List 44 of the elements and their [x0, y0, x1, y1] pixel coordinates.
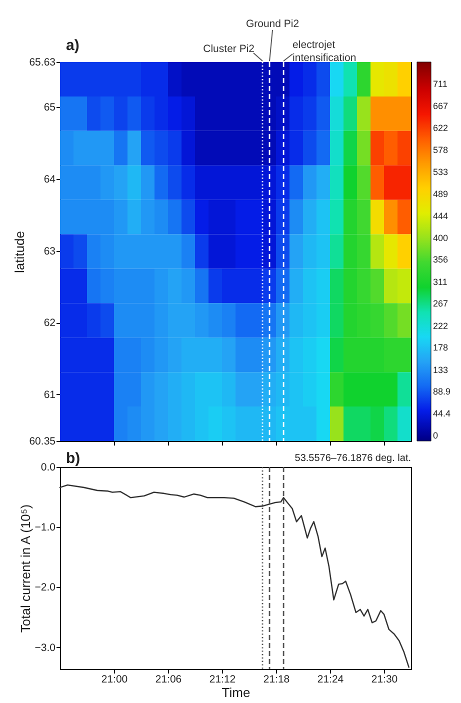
x-tick-label: 21:30: [371, 674, 398, 686]
x-tick-label: 21:00: [101, 674, 128, 686]
x-tick-label: 21:12: [209, 674, 236, 686]
y-tick-label: 65.63: [29, 56, 56, 68]
color-bar-label: 267: [433, 298, 448, 309]
color-bar-label: 444: [433, 211, 448, 222]
color-bar-label: 222: [433, 320, 448, 331]
color-bar-label: 400: [433, 232, 448, 243]
color-bar-label: 711: [433, 79, 448, 90]
chart-title: b): [66, 450, 80, 467]
color-bar-label: 44.4: [433, 408, 451, 419]
x-axis-title: Time: [222, 685, 250, 700]
y-tick-label: 63: [44, 245, 56, 258]
text: 53.5576–76.1876 deg. lat.: [294, 453, 411, 464]
line-series: [59, 484, 410, 668]
ref-line-label: Ground Pi2: [246, 18, 300, 30]
x-tick-label: 21:24: [317, 674, 344, 686]
color-bar-label: 533: [433, 167, 448, 178]
y-axis-title: latitude: [12, 231, 28, 273]
color-bar-label: 0: [433, 430, 438, 441]
y-tick-label: −3.0: [34, 642, 56, 654]
ref-line-label: electrojet intensification: [292, 39, 356, 64]
color-bar-label: 667: [433, 100, 448, 111]
y-tick-label: −1.0: [34, 522, 56, 534]
color-bar-label: 88.9: [433, 386, 451, 397]
y-axis-title: Total current in A (10⁵): [18, 504, 33, 633]
chart-title: a): [66, 37, 80, 54]
color-bar-label: 489: [433, 188, 448, 199]
x-tick-label: 21:06: [155, 674, 182, 686]
color-bar-label: 578: [433, 144, 448, 155]
y-tick-label: 65: [44, 102, 56, 114]
y-tick-label: 60.35: [29, 436, 56, 448]
y-tick-label: 64: [44, 174, 56, 186]
color-bar-label: 622: [433, 123, 448, 134]
ref-line-label: Cluster Pi2: [203, 43, 255, 55]
y-tick-label: 0.0: [40, 462, 56, 474]
color-bar-label: 311: [433, 276, 448, 287]
y-tick-label: 61: [44, 388, 56, 401]
x-tick-label: 21:18: [263, 674, 290, 686]
color-bar-label: 133: [433, 364, 448, 375]
color-bar-label: 178: [433, 342, 448, 353]
color-bar-label: 356: [433, 254, 448, 265]
y-tick-label: −2.0: [34, 582, 56, 594]
y-tick-label: 62: [44, 317, 56, 330]
